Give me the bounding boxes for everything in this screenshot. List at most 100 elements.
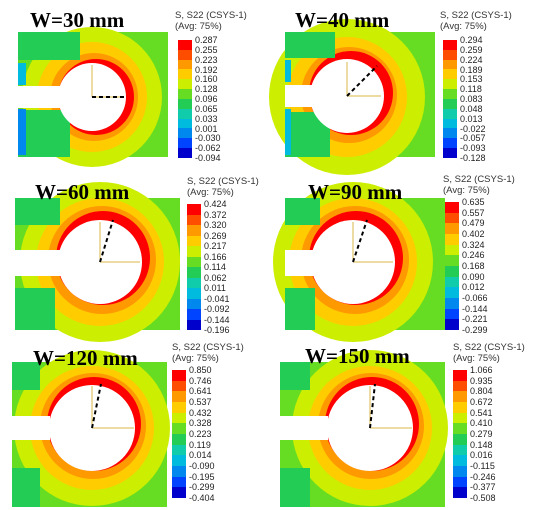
- legend-value: 0.033: [195, 113, 218, 124]
- legend-swatch: [178, 148, 192, 158]
- legend-value: -0.090: [189, 461, 215, 471]
- legend-swatch: [445, 223, 459, 235]
- legend-value: 0.223: [195, 54, 218, 65]
- legend-swatch: [178, 108, 192, 119]
- legend-value: -0.404: [189, 493, 215, 503]
- stress-contour-plot: [15, 182, 180, 342]
- legend-values: 0.424 0.372 0.320 0.269 0.217 0.166 0.114 0.062…: [204, 199, 244, 335]
- legend-value: -0.115: [470, 461, 495, 471]
- legend-swatch: [445, 255, 459, 267]
- legend-swatch: [172, 444, 186, 456]
- legend-swatch: [445, 308, 459, 320]
- legend-value: -0.128: [460, 153, 486, 163]
- legend-title: S, S22 (CSYS-1): [187, 176, 259, 187]
- legend-title: S, S22 (CSYS-1): [172, 342, 244, 353]
- legend-value: 0.090: [462, 271, 485, 282]
- legend-value: 0.014: [189, 450, 212, 461]
- legend-swatch: [172, 412, 186, 424]
- stress-contour-plot: [18, 27, 168, 167]
- legend-value: -0.041: [204, 293, 230, 304]
- legend-value: 0.320: [204, 220, 227, 230]
- legend-swatch: [172, 466, 186, 477]
- legend-swatch: [178, 118, 192, 129]
- legend-value: 0.424: [204, 199, 227, 209]
- legend-swatch: [187, 235, 201, 246]
- legend-value: 0.641: [189, 386, 212, 397]
- legend-swatch: [453, 423, 467, 435]
- contour-panel-w120: W=120 mm S, S22 (CSYS-1) (Avg: 75%) 0.85…: [0, 340, 275, 510]
- legend-value: 0.096: [195, 94, 218, 104]
- panel-title: W=120 mm: [33, 346, 138, 370]
- contour-panel-w40: W=40 mm S, S22 (CSYS-1) (Avg: 75%) 0.294…: [269, 0, 550, 175]
- legend-value: -0.092: [204, 304, 230, 314]
- legend-avg: (Avg: 75%): [453, 353, 500, 364]
- legend-avg: (Avg: 75%): [440, 21, 487, 32]
- legend-value: 0.148: [470, 439, 493, 450]
- legend-swatch: [187, 256, 201, 267]
- color-legend-bar: [453, 370, 467, 499]
- stress-contour-plot: [269, 19, 435, 175]
- legend-value: 0.168: [462, 261, 485, 271]
- legend-swatch: [178, 128, 192, 139]
- panel-title: W=90 mm: [308, 180, 403, 204]
- legend-value: 0.328: [189, 418, 212, 429]
- legend-swatch: [187, 214, 201, 225]
- legend-value: 0.372: [204, 209, 227, 220]
- legend-value: 0.224: [460, 54, 483, 65]
- legend-value: -0.377: [470, 482, 496, 493]
- legend-swatch: [443, 89, 457, 99]
- legend-swatch: [445, 276, 459, 288]
- legend-value: -0.030: [195, 133, 221, 144]
- legend-swatch: [445, 212, 459, 224]
- legend-value: 0.432: [189, 407, 212, 418]
- legend-value: 0.012: [462, 282, 485, 293]
- legend-values: 0.850 0.746 0.641 0.537 0.432 0.328 0.223 0.119…: [189, 365, 229, 503]
- legend-swatch: [178, 40, 192, 50]
- legend-value: 0.062: [204, 272, 227, 283]
- legend-swatch: [453, 412, 467, 424]
- legend-swatch: [443, 98, 457, 109]
- legend-value: 0.189: [460, 64, 483, 75]
- legend-swatch: [187, 225, 201, 236]
- legend-value: 0.114: [204, 262, 226, 272]
- legend-value: 0.166: [204, 251, 227, 262]
- panel-title: W=40 mm: [295, 8, 390, 32]
- legend-swatch: [172, 402, 186, 413]
- legend-value: 0.537: [189, 397, 212, 407]
- color-legend-bar: [445, 202, 459, 331]
- legend-value: 0.804: [470, 386, 493, 397]
- legend-swatch: [445, 234, 459, 245]
- legend-title: S, S22 (CSYS-1): [443, 174, 515, 185]
- legend-swatch: [172, 370, 186, 381]
- contour-panel-w60: W=60 mm S, S22 (CSYS-1) (Avg: 75%) 0.424…: [0, 170, 275, 342]
- legend-value: 0.402: [462, 229, 485, 239]
- legend-swatch: [453, 444, 467, 456]
- legend-value: 0.001: [195, 123, 218, 134]
- legend-swatch: [453, 476, 467, 488]
- legend-swatch: [445, 244, 459, 256]
- legend-value: 0.011: [204, 283, 226, 293]
- legend-value: -0.093: [460, 143, 486, 154]
- legend-value: 0.160: [195, 74, 218, 85]
- legend-value: -0.062: [195, 143, 221, 154]
- legend-value: -0.144: [462, 303, 488, 314]
- legend-swatch: [178, 79, 192, 90]
- legend-value: 0.294: [460, 35, 483, 45]
- panel-title: W=30 mm: [30, 8, 125, 32]
- legend-swatch: [453, 487, 467, 499]
- legend-swatch: [443, 79, 457, 90]
- legend-value: 0.324: [462, 239, 485, 250]
- legend-swatch: [172, 380, 186, 392]
- legend-swatch: [443, 69, 457, 80]
- legend-swatch: [443, 49, 457, 60]
- legend-values: 1.066 0.935 0.804 0.672 0.541 0.410 0.279 0.148…: [470, 365, 510, 503]
- legend-value: 0.128: [195, 84, 218, 95]
- legend-swatch: [178, 49, 192, 60]
- legend-title: S, S22 (CSYS-1): [440, 10, 512, 21]
- stress-contour-plot: [280, 350, 448, 507]
- legend-swatch: [187, 277, 201, 288]
- legend-value: -0.195: [189, 471, 215, 482]
- legend-value: 0.935: [470, 375, 493, 386]
- legend-swatch: [178, 89, 192, 99]
- legend-value: 0.223: [189, 429, 212, 439]
